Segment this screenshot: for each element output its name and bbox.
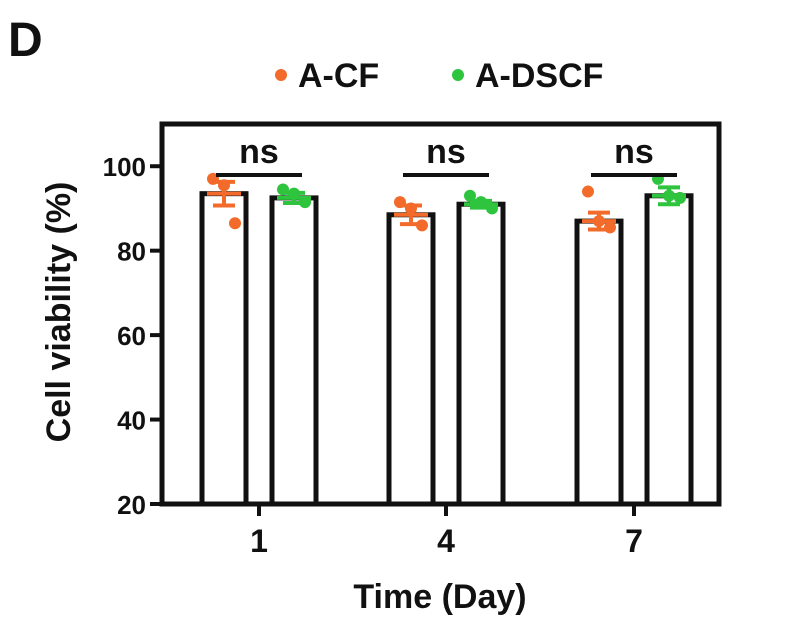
y-tick-label: 100 [103,152,146,182]
data-point [218,179,230,192]
legend: A-CF A-DSCF [275,57,603,95]
significance-label: ns [614,133,654,171]
bar [456,201,506,507]
bars [199,191,694,507]
data-point [416,219,428,232]
data-point [486,202,498,215]
plot-area-frame [159,121,722,507]
y-tick-label: 20 [117,490,146,520]
bar [386,212,436,507]
data-point [674,191,686,204]
data-point [663,189,675,202]
data-point [277,183,289,196]
significance-label: ns [426,133,466,171]
bar [574,218,624,507]
panel-label: D [8,14,43,67]
bar [644,193,694,507]
data-point [394,196,406,209]
data-point [604,221,616,234]
y-axis: 20 40 60 80 100 [103,152,162,520]
legend-label-a-dscf: A-DSCF [475,57,603,95]
data-points [207,172,686,234]
data-point [582,185,594,198]
data-point [229,217,241,230]
legend-marker-a-cf [275,69,287,81]
x-axis-title: Time (Day) [353,578,526,616]
y-tick-label: 40 [117,406,146,436]
data-point [299,196,311,209]
legend-marker-a-dscf [452,69,464,81]
data-point [475,196,487,209]
legend-label-a-cf: A-CF [298,57,379,95]
significance-label: ns [239,133,279,171]
x-tick-label: 1 [250,523,268,559]
y-tick-label: 60 [117,321,146,351]
data-point [405,202,417,215]
data-point [464,189,476,202]
x-tick-label: 7 [625,523,643,559]
y-axis-title: Cell viability (%) [40,182,78,443]
bar [199,191,249,507]
bar [269,195,319,507]
y-tick-label: 80 [117,237,146,267]
x-axis: 1 4 7 [250,504,643,559]
data-point [288,187,300,200]
significance-annotations: ns ns ns [216,133,677,177]
data-point [593,215,605,228]
x-tick-label: 4 [437,523,455,559]
